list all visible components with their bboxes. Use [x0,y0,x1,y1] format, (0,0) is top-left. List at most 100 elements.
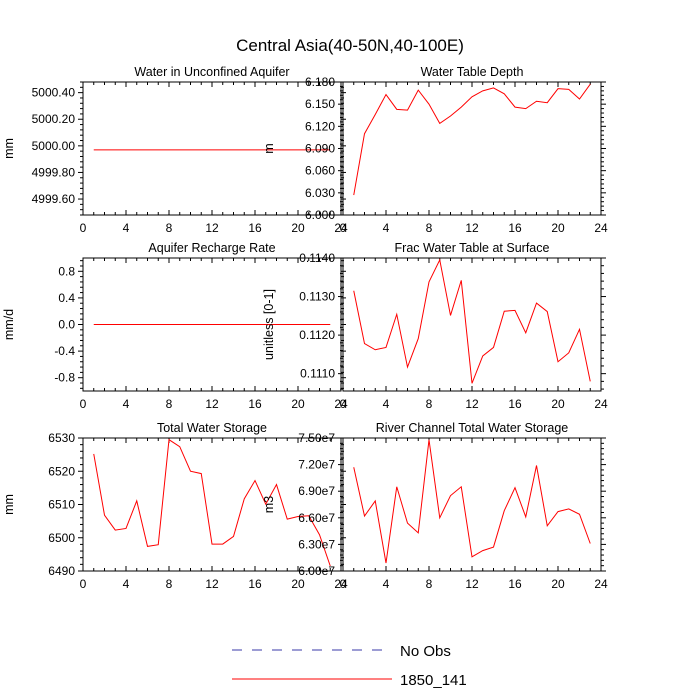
panel-title: Aquifer Recharge Rate [148,241,275,255]
y-tick-label: 6.060 [305,164,335,178]
y-tick-label: 5000.00 [32,139,76,153]
y-axis-label: mm/d [2,309,16,340]
x-tick-label: 12 [465,577,479,591]
y-tick-label: -0.8 [54,371,75,385]
y-tick-label: 6.30e7 [298,537,335,551]
x-tick-label: 20 [551,221,565,235]
y-axis-label: m3 [262,496,276,513]
plot-frame [82,81,342,216]
panel-title: Water Table Depth [421,65,524,79]
y-tick-label: 6.000 [305,208,335,222]
y-axis-label: mm [2,138,16,159]
series-line [353,439,591,564]
x-tick-label: 4 [123,397,130,411]
y-tick-label: 6.150 [305,97,335,111]
series-line [353,258,591,384]
legend-label: 1850_141 [400,672,467,689]
panel-title: Frac Water Table at Surface [395,241,550,255]
x-tick-label: 4 [383,577,390,591]
x-tick-label: 20 [551,397,565,411]
x-tick-label: 24 [334,397,348,411]
chart-panel: Total Water Storage 0 4 8 12 16 20 24 6490 6500 65… [2,421,348,591]
y-axis-label: unitless [0-1] [262,289,276,360]
y-tick-label: 0.1140 [299,251,335,265]
y-tick-label: 6.90e7 [298,484,335,498]
x-tick-label: 16 [508,577,522,591]
panel-title: River Channel Total Water Storage [376,421,569,435]
y-tick-label: 6490 [48,564,75,578]
y-tick-label: 0.1110 [300,367,335,381]
y-tick-label: 6520 [48,464,75,478]
x-tick-label: 4 [383,397,390,411]
figure-title: Central Asia(40-50N,40-100E) [236,36,464,55]
y-tick-label: 6.090 [305,142,335,156]
y-tick-label: 6.120 [305,119,335,133]
chart-panel: River Channel Total Water Storage 0 4 8 12 16… [262,421,608,591]
plot-frame [342,437,602,572]
y-tick-label: 5000.40 [32,86,76,100]
series-line [353,83,591,196]
x-tick-label: 4 [123,221,130,235]
y-tick-label: 6530 [48,431,75,445]
y-tick-label: 7.20e7 [298,458,335,472]
y-tick-label: 6.180 [305,75,335,89]
x-tick-label: 8 [426,397,433,411]
x-tick-label: 0 [80,397,87,411]
y-tick-label: 7.50e7 [298,431,335,445]
chart-panel: Aquifer Recharge Rate 0 4 8 12 16 20 24 -0.8 -0.4… [2,241,348,411]
chart-panel: Frac Water Table at Surface 0 4 8 12 16 20 24 0.… [262,241,608,411]
x-tick-label: 24 [594,397,608,411]
x-tick-label: 20 [291,397,305,411]
x-tick-label: 16 [508,397,522,411]
panel-title: Water in Unconfined Aquifer [134,65,289,79]
x-tick-label: 24 [334,577,348,591]
x-tick-label: 16 [248,577,262,591]
y-tick-label: -0.4 [54,344,75,358]
x-tick-label: 20 [291,577,305,591]
x-tick-label: 12 [205,221,219,235]
y-axis-label: m [262,143,276,153]
x-tick-label: 8 [426,577,433,591]
x-tick-label: 0 [80,221,87,235]
panel-title: Total Water Storage [157,421,267,435]
x-tick-label: 20 [291,221,305,235]
x-tick-label: 4 [383,221,390,235]
y-tick-label: 6500 [48,531,75,545]
x-tick-label: 0 [340,221,347,235]
y-axis-label: mm [2,494,16,515]
y-tick-label: 0.4 [58,291,75,305]
x-tick-label: 8 [426,221,433,235]
y-tick-label: 0.0 [58,318,75,332]
x-tick-label: 16 [248,397,262,411]
x-tick-label: 0 [340,577,347,591]
x-tick-label: 24 [594,577,608,591]
y-tick-label: 4999.80 [32,165,76,179]
y-tick-label: 0.1130 [299,290,335,304]
x-tick-label: 8 [166,397,173,411]
x-tick-label: 12 [205,397,219,411]
x-tick-label: 16 [508,221,522,235]
y-tick-label: 5000.20 [32,112,76,126]
x-tick-label: 8 [166,221,173,235]
y-tick-label: 0.8 [58,264,75,278]
x-tick-label: 20 [551,577,565,591]
x-tick-label: 24 [594,221,608,235]
x-tick-label: 16 [248,221,262,235]
chart-panels: Water in Unconfined Aquifer 0 4 8 12 16 20 24 49… [2,65,608,591]
x-tick-label: 4 [123,577,130,591]
x-tick-label: 0 [80,577,87,591]
x-tick-label: 24 [334,221,348,235]
y-tick-label: 0.1120 [299,328,335,342]
legend: No Obs 1850_141 [232,643,467,689]
chart-panel: Water in Unconfined Aquifer 0 4 8 12 16 20 24 49… [2,65,348,235]
x-tick-label: 0 [340,397,347,411]
x-tick-label: 12 [465,397,479,411]
y-tick-label: 6.60e7 [298,511,335,525]
series-line [93,438,331,567]
y-tick-label: 4999.60 [32,192,76,206]
legend-label: No Obs [400,643,451,660]
x-tick-label: 12 [205,577,219,591]
y-tick-label: 6510 [48,498,75,512]
